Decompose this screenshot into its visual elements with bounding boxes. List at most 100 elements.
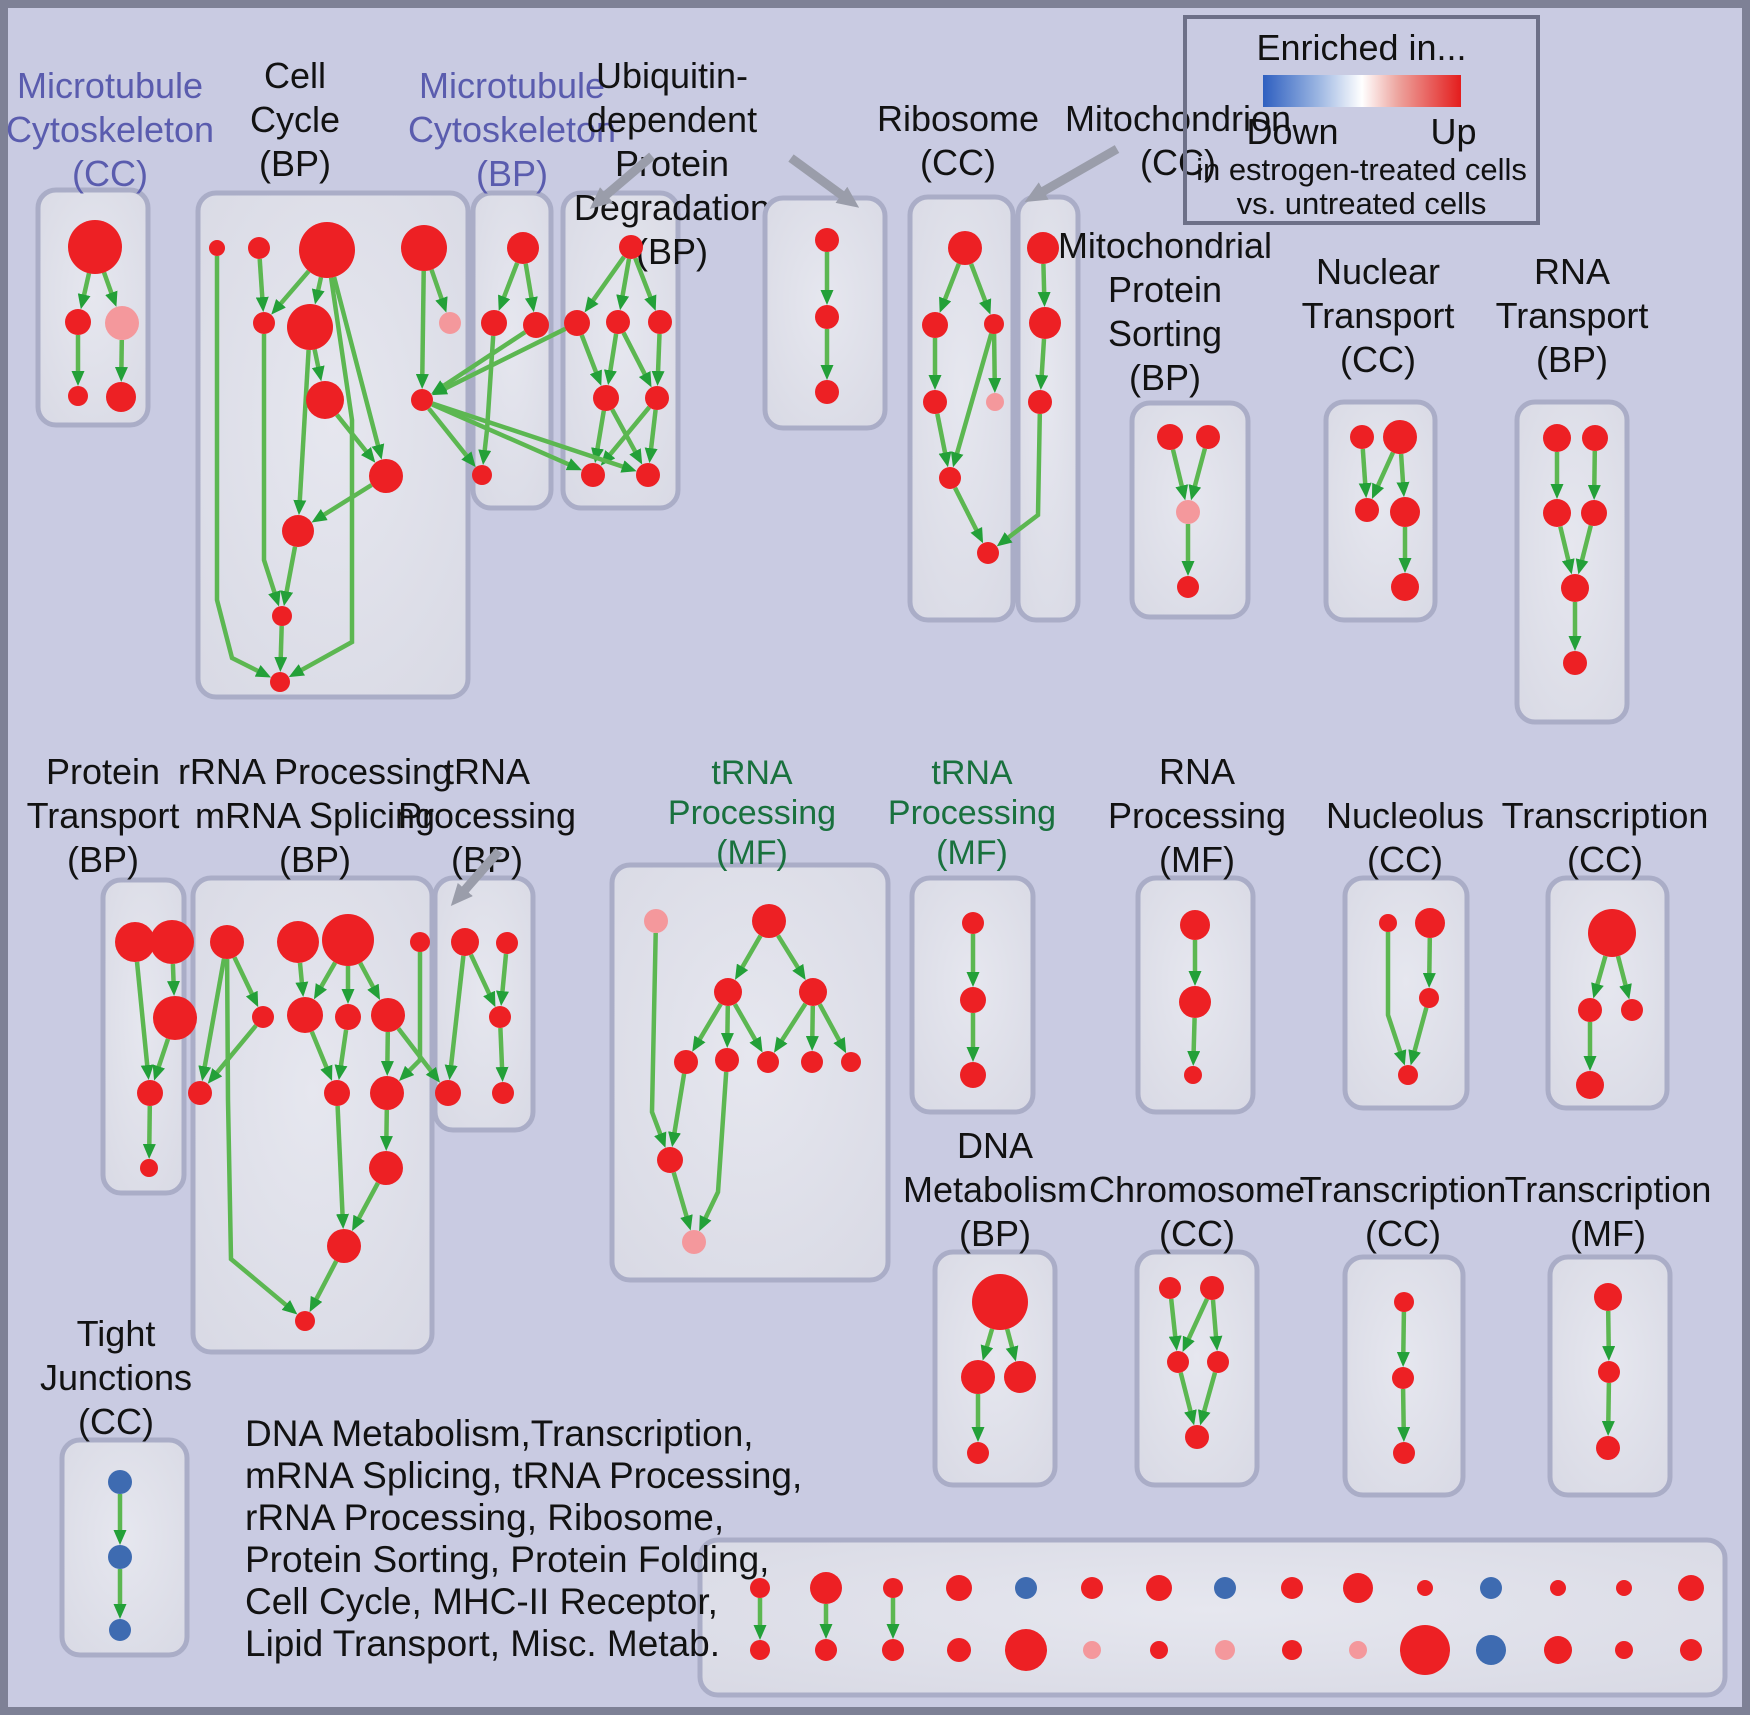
gene-node-trna-processing-bp-1 [496, 932, 518, 954]
gene-node-rrna-processing-mrna-splicing-bp-4 [252, 1006, 274, 1028]
gene-node-tight-junctions-cc-1 [108, 1545, 132, 1569]
gene-node-ribosome-cc-2 [984, 314, 1004, 334]
cluster-label-cell-cycle-bp: Cycle [250, 99, 340, 140]
edge-rna-transport-bp-1-3 [1587, 450, 1601, 500]
cluster-transcription-cc-lower: Transcription(CC) [1300, 1169, 1506, 1498]
cluster-label-mitochondrion-cc: (CC) [1140, 142, 1216, 183]
gene-node-ribosome-cc-4 [986, 393, 1004, 411]
gene-node-ubiquitin-degradation-bp-4 [593, 385, 619, 411]
gene-node-chromosome-cc-0 [1159, 1277, 1181, 1299]
gene-node-cell-cycle-bp-2 [299, 222, 355, 278]
gene-node-misc-clusters-18 [947, 1638, 971, 1662]
cluster-box-transcription-cc-upper [1545, 875, 1670, 1111]
edge-ubiquitin-degradation-bp-4-7 [610, 408, 643, 465]
gene-node-transcription-cc-lower-1 [1392, 1367, 1414, 1389]
cluster-label-protein-transport-bp: (BP) [67, 839, 139, 880]
gene-node-cell-cycle-bp-10 [282, 515, 314, 547]
edge-transcription-cc-lower-1-2 [1397, 1388, 1411, 1442]
edge-cell-cycle-bp-3-8 [415, 270, 429, 389]
cluster-label-nuclear-transport-cc: (CC) [1340, 339, 1416, 380]
gene-node-misc-clusters-20 [1083, 1641, 1101, 1659]
gene-node-rna-processing-mf-0 [1180, 910, 1210, 940]
cluster-label-rna-transport-bp: (BP) [1536, 339, 1608, 380]
edge-trna-processing-mf-large-5-10 [699, 1071, 729, 1232]
edge-transcription-cc-lower-0-1 [1396, 1311, 1410, 1367]
gene-node-mitochondrion-cc-2 [1028, 390, 1052, 414]
gene-node-trna-processing-mf-small-0 [962, 912, 984, 934]
legend-subtitle-1: in estrogen-treated cells [1196, 152, 1527, 187]
edge-rrna-processing-mrna-splicing-bp-2-7 [358, 961, 381, 1000]
description-text-line-5: Lipid Transport, Misc. Metab. [245, 1623, 720, 1664]
gene-node-tight-junctions-cc-2 [109, 1619, 131, 1641]
cluster-label-trna-processing-mf-large: Processing [668, 794, 836, 832]
gene-node-protein-transport-bp-3 [137, 1080, 163, 1106]
gene-node-nucleolus-cc-3 [1398, 1065, 1418, 1085]
cluster-label-trna-processing-mf-small: Processing [888, 794, 1056, 832]
cluster-label-trna-processing-mf-small: tRNA [931, 754, 1013, 792]
edge-cell-cycle-bp-10-11 [280, 546, 298, 607]
cross-edge-0 [431, 326, 567, 396]
edge-rna-transport-bp-2-4 [1558, 526, 1575, 575]
cluster-label-trna-processing-bp: tRNA [444, 751, 530, 792]
gene-node-misc-clusters-11 [1480, 1577, 1502, 1599]
edge-nuclear-transport-cc-1-2 [1371, 451, 1396, 500]
cluster-label-tight-junctions-cc: Tight [77, 1313, 156, 1354]
gene-node-microtubule-cytoskeleton-bp-3 [472, 465, 492, 485]
cross-edge-2 [427, 407, 476, 468]
gene-node-nucleolus-cc-1 [1415, 908, 1445, 938]
edge-ubiquitin-degradation-bp-0-3 [633, 257, 657, 311]
gene-node-misc-clusters-7 [1214, 1577, 1236, 1599]
cluster-label-transcription-cc-upper: (CC) [1567, 839, 1643, 880]
edge-ubiquitin-degradation-bp-0-2 [616, 258, 632, 311]
edge-rrna-processing-mrna-splicing-bp-1-5 [295, 962, 309, 998]
edge-trna-processing-mf-large-2-6 [732, 1003, 763, 1053]
gene-node-rrna-processing-mrna-splicing-bp-11 [369, 1151, 403, 1185]
gene-node-ribosome-cc-1 [922, 312, 948, 338]
gene-node-cell-cycle-bp-7 [306, 381, 344, 419]
gene-node-microtubule-cytoskeleton-bp-1 [481, 310, 507, 336]
gene-node-microtubule-cytoskeleton-cc-2 [105, 306, 139, 340]
gene-node-misc-clusters-29 [1680, 1639, 1702, 1661]
annotation-arrow-3 [450, 848, 503, 907]
gene-node-misc-clusters-1 [810, 1572, 842, 1604]
cluster-label-nuclear-transport-cc: Nuclear [1316, 251, 1440, 292]
gene-node-trna-processing-mf-large-10 [682, 1230, 706, 1254]
gene-node-rrna-processing-mrna-splicing-bp-8 [188, 1081, 212, 1105]
cluster-label-microtubule-cytoskeleton-cc: (CC) [72, 153, 148, 194]
gene-node-mitochondrial-protein-sorting-bp-2 [1176, 500, 1200, 524]
gene-node-rrna-processing-mrna-splicing-bp-3 [410, 932, 430, 952]
gene-node-trna-processing-bp-2 [489, 1006, 511, 1028]
edge-rrna-processing-mrna-splicing-bp-0-4 [232, 956, 259, 1008]
edge-chromosome-cc-2-4 [1178, 1372, 1197, 1426]
gene-node-nuclear-transport-cc-3 [1390, 497, 1420, 527]
gene-node-protein-transport-bp-1 [150, 920, 194, 964]
gene-node-misc-clusters-13 [1616, 1580, 1632, 1596]
gene-node-rrna-processing-mrna-splicing-bp-0 [210, 925, 244, 959]
edge-ubiquitin-degradation-bp-2-4 [603, 333, 619, 386]
gene-node-rna-transport-bp-0 [1543, 424, 1571, 452]
legend-title: Enriched in... [1256, 27, 1467, 68]
gene-node-trna-processing-mf-small-2 [960, 1062, 986, 1088]
gene-node-rrna-processing-mrna-splicing-bp-1 [277, 921, 319, 963]
edge-trna-processing-mf-large-9-10 [671, 1171, 693, 1231]
gene-node-misc-clusters-17 [882, 1639, 904, 1661]
annotation-arrow-1 [788, 154, 860, 208]
edge-ubiquitin-degradation-bp-3-5 [651, 333, 665, 386]
edge-nucleolus-cc-0-3 [1385, 932, 1407, 1066]
gene-node-cell-cycle-bp-12 [270, 672, 290, 692]
gene-node-trna-processing-mf-large-4 [674, 1050, 698, 1074]
gene-node-mitochondrial-protein-sorting-bp-1 [1196, 425, 1220, 449]
gene-node-mitochondrion-cc-0 [1027, 232, 1059, 264]
gene-node-trna-processing-mf-large-5 [715, 1048, 739, 1072]
cluster-label-rrna-processing-mrna-splicing-bp: (BP) [279, 839, 351, 880]
cluster-label-protein-transport-bp: Transport [27, 795, 180, 836]
description-text-line-3: Protein Sorting, Protein Folding, [245, 1539, 769, 1580]
gene-node-rrna-processing-mrna-splicing-bp-12 [327, 1229, 361, 1263]
cluster-label-rna-processing-mf: RNA [1159, 751, 1235, 792]
cluster-transcription-cc-upper: Transcription(CC) [1502, 795, 1708, 1111]
gene-node-ubiquitin-target-1 [815, 305, 839, 329]
cluster-label-tight-junctions-cc: (CC) [78, 1401, 154, 1442]
gene-node-transcription-cc-upper-3 [1576, 1071, 1604, 1099]
gene-node-nucleolus-cc-0 [1379, 914, 1397, 932]
edge-dna-metabolism-bp-0-1 [980, 1328, 995, 1361]
